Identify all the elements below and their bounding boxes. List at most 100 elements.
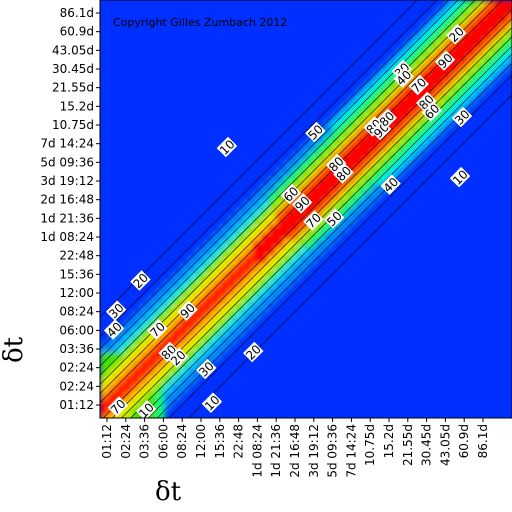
y-tick-label: 5d 09:36 [40, 155, 94, 169]
x-tick-label: 10.75d [363, 424, 377, 466]
y-tick-label: 15:36 [59, 267, 94, 281]
heat-cell [188, 272, 197, 281]
heat-cell [212, 232, 221, 241]
heat-cell [476, 8, 485, 17]
heat-cell [116, 368, 125, 377]
x-tick-label: 60.9d [457, 424, 471, 458]
heat-cell [116, 360, 125, 369]
heat-cell [244, 200, 253, 209]
heat-cell [132, 376, 141, 385]
heat-cell [380, 152, 389, 161]
heat-cell [364, 200, 373, 209]
heat-cell [196, 352, 205, 361]
heat-cell [492, 64, 501, 73]
heat-cell [324, 240, 333, 249]
heat-cell [100, 384, 109, 393]
y-tick-label: 06:00 [59, 323, 94, 337]
heat-cell [108, 336, 117, 345]
heat-cell [340, 104, 349, 113]
heat-cell [428, 128, 437, 137]
heat-cell [228, 256, 237, 265]
heat-cell [124, 416, 133, 418]
heat-cell [396, 128, 405, 137]
heat-cell [156, 344, 165, 353]
heat-cell [308, 200, 317, 209]
heat-cell [252, 280, 261, 289]
heat-cell [372, 96, 381, 105]
heat-cell [132, 368, 141, 377]
heat-cell [388, 128, 397, 137]
heat-cell [124, 320, 133, 329]
heat-cell [404, 120, 413, 129]
heat-cell [340, 128, 349, 137]
heat-cell [276, 184, 285, 193]
heat-cell [396, 88, 405, 97]
heat-cell [356, 88, 365, 97]
heat-cell [340, 208, 349, 217]
heat-cell [380, 64, 389, 73]
heat-cell [364, 152, 373, 161]
heat-cell [420, 48, 429, 57]
heat-cell [220, 256, 229, 265]
heat-cell [276, 208, 285, 217]
heat-cell [316, 136, 325, 145]
heat-cell [252, 240, 261, 249]
heat-cell [180, 376, 189, 385]
heat-cell [140, 304, 149, 313]
heat-cell [380, 96, 389, 105]
heat-cell [172, 296, 181, 305]
heat-cell [284, 224, 293, 233]
heat-cell [308, 176, 317, 185]
heat-cell [244, 288, 253, 297]
heat-cell [268, 240, 277, 249]
heat-cell [108, 384, 117, 393]
copyright-annotation: Copyright Gilles Zumbach 2012 [113, 16, 287, 29]
heat-cell [500, 64, 509, 73]
heat-cell [460, 88, 469, 97]
heat-cell [148, 312, 157, 321]
heat-cell [396, 136, 405, 145]
heat-cell [180, 272, 189, 281]
heat-cell [468, 16, 477, 25]
heat-cell [148, 344, 157, 353]
heat-cell [452, 56, 461, 65]
heat-cell [156, 368, 165, 377]
heat-cell [172, 280, 181, 289]
heat-cell [284, 272, 293, 281]
x-tick-label: 2d 16:48 [288, 424, 302, 478]
x-tick-label: 21.55d [401, 424, 415, 466]
heat-cell [356, 160, 365, 169]
heat-cell [220, 248, 229, 257]
heat-cell [404, 88, 413, 97]
heat-cell [508, 0, 512, 9]
heat-cell [228, 320, 237, 329]
heat-cell [308, 256, 317, 265]
heat-cell [332, 128, 341, 137]
contour-label-box [177, 300, 198, 321]
heat-cell [300, 168, 309, 177]
heat-cell [444, 104, 453, 113]
heat-cell [476, 16, 485, 25]
heat-cell [196, 328, 205, 337]
heat-cell [452, 80, 461, 89]
heat-cell [364, 160, 373, 169]
y-tick-label: 1d 21:36 [40, 211, 94, 225]
heat-cell [260, 232, 269, 241]
heat-cell [284, 264, 293, 273]
heat-cell [300, 184, 309, 193]
heat-cell [388, 104, 397, 113]
contour-line [156, 62, 512, 418]
heat-cell [428, 24, 437, 33]
heat-cell [412, 64, 421, 73]
heat-cell [244, 232, 253, 241]
heat-cell [196, 360, 205, 369]
contour-label-box [451, 106, 473, 128]
heat-cell [252, 312, 261, 321]
heat-cell [268, 232, 277, 241]
heat-cell [460, 0, 469, 9]
heat-cell [204, 320, 213, 329]
contour-label-box [201, 392, 223, 413]
heat-cell [364, 88, 373, 97]
heat-cell [364, 184, 373, 193]
heat-cell [476, 56, 485, 65]
